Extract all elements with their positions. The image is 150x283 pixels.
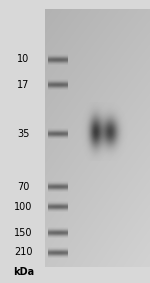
Text: 17: 17: [17, 80, 29, 90]
Text: 35: 35: [17, 128, 29, 139]
Text: 100: 100: [14, 202, 32, 212]
Text: 210: 210: [14, 247, 33, 258]
Text: 150: 150: [14, 228, 33, 238]
Text: 10: 10: [17, 54, 29, 65]
Text: 70: 70: [17, 182, 29, 192]
Text: kDa: kDa: [13, 267, 34, 277]
